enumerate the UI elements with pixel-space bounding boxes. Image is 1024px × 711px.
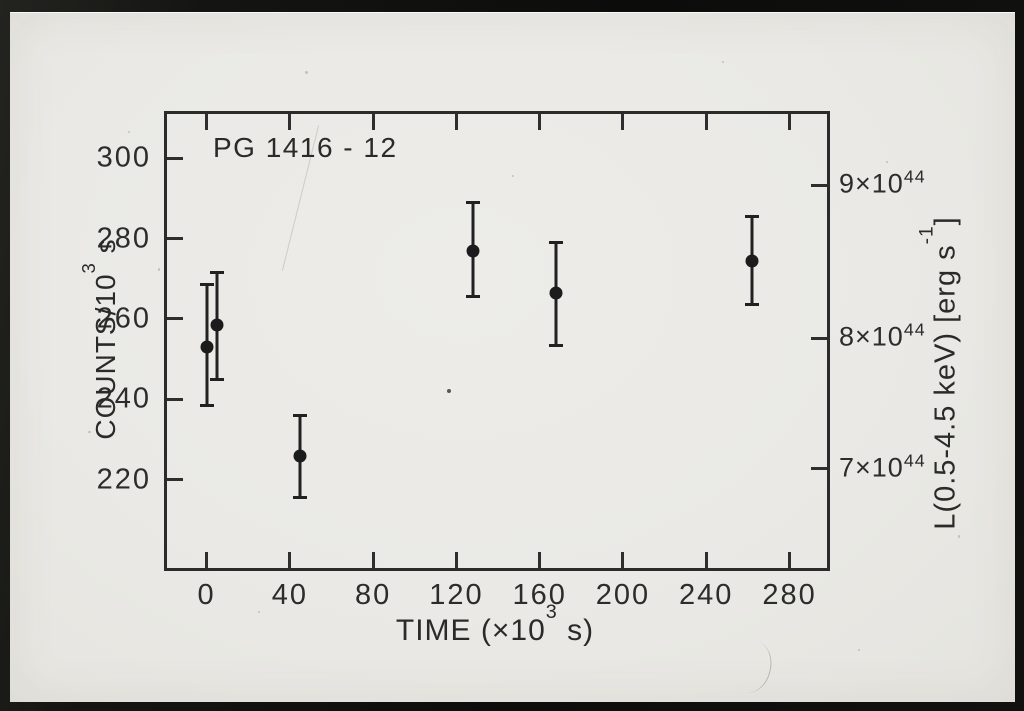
y-tick-label-right-exponent: 44 [903,319,926,340]
y-tick-label-right-base: 8×10 [839,321,904,352]
paper-speck [258,611,260,613]
y-axis-tick-left [167,156,183,160]
y-tick-label-left: 280 [96,222,151,255]
error-bar-cap-bottom [199,403,214,407]
x-axis-tick [621,114,625,130]
x-tick-label: 40 [271,579,308,611]
y-axis-tick-left [167,478,183,482]
x-axis-tick [621,552,625,568]
y-tick-label-right: 8×1044 [839,319,926,352]
error-bar-cap-bottom [466,295,481,299]
x-axis-tick [704,114,708,130]
error-bar-cap-top [549,241,564,245]
x-axis-label-base: TIME (×10 [395,614,546,647]
y-axis-tick-right [811,336,827,340]
data-point-marker [466,244,480,258]
error-bar-cap-bottom [549,343,564,347]
x-tick-label: 0 [197,579,216,611]
x-axis-tick [788,114,792,130]
y-axis-tick-right [811,467,827,471]
paper-speck [512,175,514,177]
x-tick-label: 80 [354,579,392,611]
x-axis-tick [788,552,792,568]
y-axis-label-left-exponent: 3 [77,262,99,274]
paper-speck [958,535,960,538]
x-tick-label: 120 [429,579,484,611]
y-axis-label-right-base: L(0.5-4.5 keV) [erg s [929,244,962,530]
paper-speck [158,268,160,271]
error-bar-cap-top [199,283,214,287]
y-tick-label-right-exponent: 44 [903,166,926,187]
data-point-marker [745,254,759,268]
y-tick-label-right: 7×1044 [839,450,926,483]
y-tick-label-right: 9×1044 [839,166,926,199]
chart-title: PG 1416 - 12 [213,132,398,163]
paper-speck [447,389,451,393]
x-axis-tick [704,552,708,568]
error-bar-cap-bottom [209,377,224,381]
error-bar-cap-top [209,271,224,275]
x-axis-tick [205,552,209,568]
y-tick-label-left: 300 [96,141,151,174]
paper-speck [886,161,888,163]
x-axis-tick [288,552,292,568]
x-axis-tick [288,114,292,130]
data-point-marker [549,286,563,300]
paper-speck [722,61,724,63]
paper-speck [858,649,860,651]
paper-speck [128,131,130,133]
photo-paper: PG 1416 - 12 0 40 80 120 160 200 240 280 300 280 2… [10,12,1015,702]
y-axis-tick-left [167,397,183,401]
error-bar-cap-bottom [293,496,308,500]
y-axis-label-right-exponent: -1 [917,225,939,245]
data-point-marker [200,340,214,354]
scratch-mark [726,637,777,697]
error-bar-cap-top [293,413,308,417]
error-bar-cap-top [745,214,760,218]
x-axis-label: TIME (×103 s) [395,601,595,648]
data-point-marker [210,318,224,332]
x-axis-tick [371,552,375,568]
y-tick-label-right-exponent: 44 [903,450,926,471]
y-tick-label-left: 240 [96,382,151,415]
y-axis-label-left: COUNTS/103 s [78,238,122,440]
y-tick-label-right-base: 7×10 [839,452,904,483]
y-axis-tick-right [811,183,827,187]
x-axis-tick [454,114,458,130]
y-axis-tick-left [167,317,183,321]
plot-area: PG 1416 - 12 0 40 80 120 160 200 240 280 300 280 2… [97,111,925,647]
y-tick-label-left: 260 [96,302,151,335]
x-axis-label-suffix: s) [557,614,595,647]
data-point-marker [293,449,307,462]
paper-speck [305,71,308,74]
y-tick-label-right-base: 9×10 [839,168,904,199]
x-tick-label: 280 [762,579,817,611]
x-tick-label: 160 [512,579,567,611]
x-axis-tick [538,114,542,130]
y-axis-label-right-suffix: ] [929,216,962,226]
y-axis-tick-left [167,237,183,241]
error-bar-cap-bottom [745,303,760,307]
y-axis-label-left-base: COUNTS/10 [90,273,122,440]
x-tick-label: 240 [679,579,734,611]
x-axis-tick [454,552,458,568]
x-tick-label: 200 [595,579,651,611]
y-axis-label-right: L(0.5-4.5 keV) [erg s-1] [917,216,963,530]
y-tick-label-left: 220 [96,463,151,496]
x-axis-tick [371,114,375,130]
y-axis-label-left-suffix: s [90,238,122,263]
error-bar-cap-top [466,200,481,204]
x-axis-label-exponent: 3 [545,601,558,624]
x-axis-tick [538,552,542,568]
paper-speck [88,431,91,433]
x-axis-tick [205,114,209,130]
